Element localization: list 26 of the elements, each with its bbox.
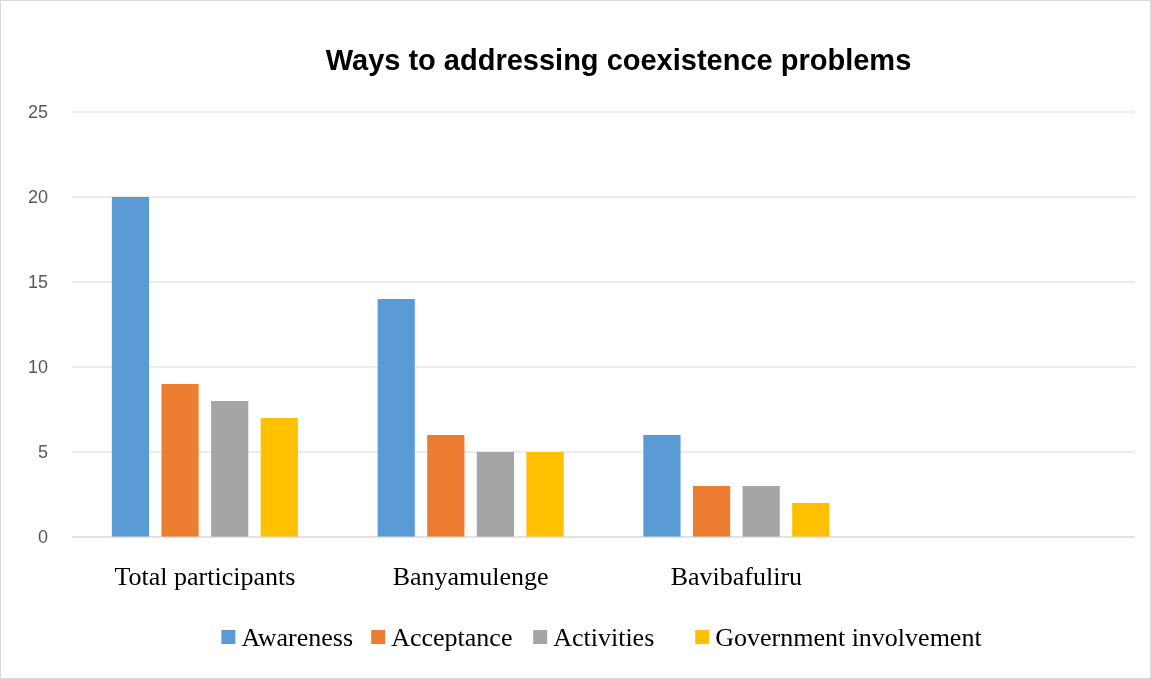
bar <box>643 435 681 537</box>
legend-label: Acceptance <box>391 623 513 652</box>
bar <box>742 486 780 537</box>
x-tick-label: Banyamulenge <box>392 562 549 591</box>
bar <box>377 299 415 537</box>
bar <box>111 197 150 537</box>
x-tick-label: Bavibafuliru <box>670 562 803 591</box>
chart-title: Ways to addressing coexistence problems <box>325 44 912 76</box>
y-tick-label: 10 <box>27 357 48 377</box>
legend-label: Government involvement <box>715 623 983 652</box>
bar <box>792 503 830 537</box>
bar <box>260 418 298 537</box>
bar <box>427 435 465 537</box>
legend-label: Awareness <box>241 623 354 652</box>
y-tick-label: 20 <box>27 187 48 207</box>
bar <box>692 486 731 537</box>
bar <box>476 452 515 537</box>
x-tick-label: Total participants <box>114 562 296 591</box>
y-tick-label: 15 <box>27 272 48 292</box>
y-tick-label: 5 <box>37 442 48 462</box>
legend-label: Activities <box>553 623 655 652</box>
bar <box>211 401 249 537</box>
bar <box>526 452 564 537</box>
bar <box>161 384 199 537</box>
y-tick-label: 25 <box>27 102 48 122</box>
y-tick-label: 0 <box>37 527 48 547</box>
